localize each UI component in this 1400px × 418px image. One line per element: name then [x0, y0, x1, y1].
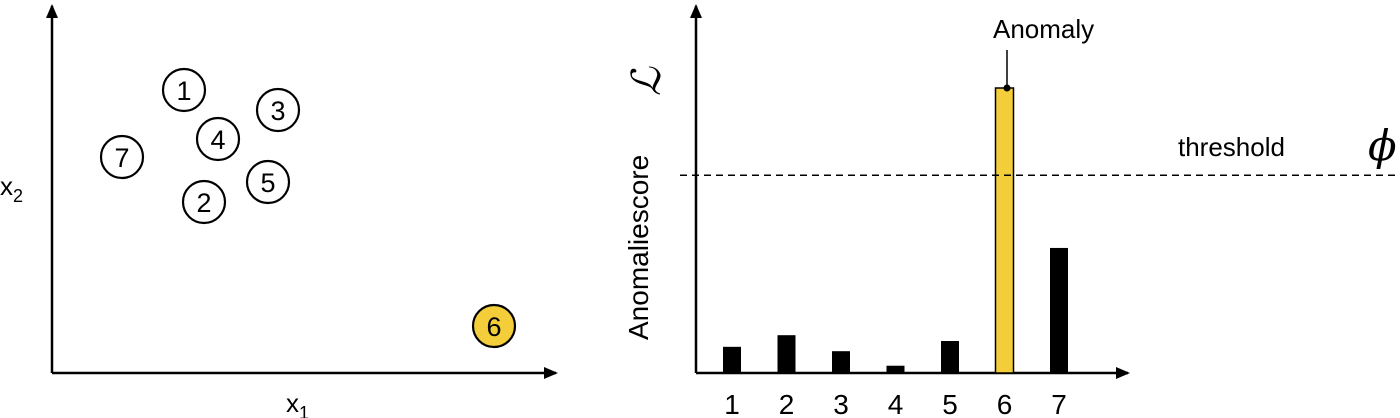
scatter-point-circle	[195, 116, 241, 162]
scatter-point-circle	[181, 179, 227, 225]
scatter-point-label: 5	[260, 168, 275, 198]
scatter-point-label: 3	[270, 96, 285, 126]
scatter-points: 1 2 3 4 5 6 7	[99, 67, 517, 349]
bar-panel: 1 2 3 4 5 6 7 threshold ϕ Anomaliescore ℒ Anom…	[623, 4, 1400, 418]
bar-2	[777, 335, 796, 373]
scatter-point-label: 7	[114, 143, 129, 173]
scatter-point-3: 3	[255, 87, 301, 133]
bar-y-symbol: ℒ	[624, 66, 670, 96]
bar-tick-label-2: 2	[779, 389, 795, 418]
bar-tick-label-3: 3	[833, 389, 849, 418]
scatter-point-circle	[245, 159, 291, 205]
bar-7	[1050, 247, 1068, 373]
scatter-point-5: 5	[245, 159, 291, 205]
scatter-point-6: 6	[471, 303, 517, 349]
scatter-point-4: 4	[195, 116, 241, 162]
scatter-point-label: 2	[196, 188, 211, 218]
scatter-point-label: 4	[210, 125, 225, 155]
bar-5	[941, 341, 959, 373]
scatter-point-2: 2	[181, 179, 227, 225]
threshold-label: threshold	[1178, 132, 1285, 162]
scatter-point-circle	[471, 303, 517, 349]
threshold-symbol: ϕ	[1368, 121, 1397, 170]
scatter-point-circle	[99, 134, 145, 180]
bar-tick-label-6: 6	[997, 389, 1013, 418]
bar-series	[723, 87, 1068, 374]
scatter-point-label: 6	[486, 312, 501, 342]
bar-3	[832, 351, 850, 373]
anomaly-pointer-dot	[1003, 84, 1011, 92]
bar-tick-label-5: 5	[942, 389, 958, 418]
scatter-point-circle	[161, 67, 207, 113]
scatter-point-1: 1	[161, 67, 207, 113]
scatter-panel: x1 x2 1 2 3 4 5 6 7	[0, 4, 558, 418]
scatter-y-label: x2	[0, 171, 23, 206]
scatter-point-label: 1	[176, 76, 191, 106]
bar-4	[886, 365, 905, 373]
scatter-point-circle	[255, 87, 301, 133]
bar-1	[723, 346, 741, 373]
anomaly-label: Anomaly	[993, 14, 1094, 44]
bar-6	[994, 87, 1015, 374]
bar-y-label: Anomaliescore	[623, 155, 654, 340]
scatter-x-label: x1	[286, 388, 309, 418]
bar-tick-label-7: 7	[1051, 389, 1067, 418]
bar-tick-label-1: 1	[724, 389, 740, 418]
bar-tick-labels: 1 2 3 4 5 6 7	[724, 389, 1067, 418]
bar-tick-label-4: 4	[888, 389, 904, 418]
scatter-point-7: 7	[99, 134, 145, 180]
